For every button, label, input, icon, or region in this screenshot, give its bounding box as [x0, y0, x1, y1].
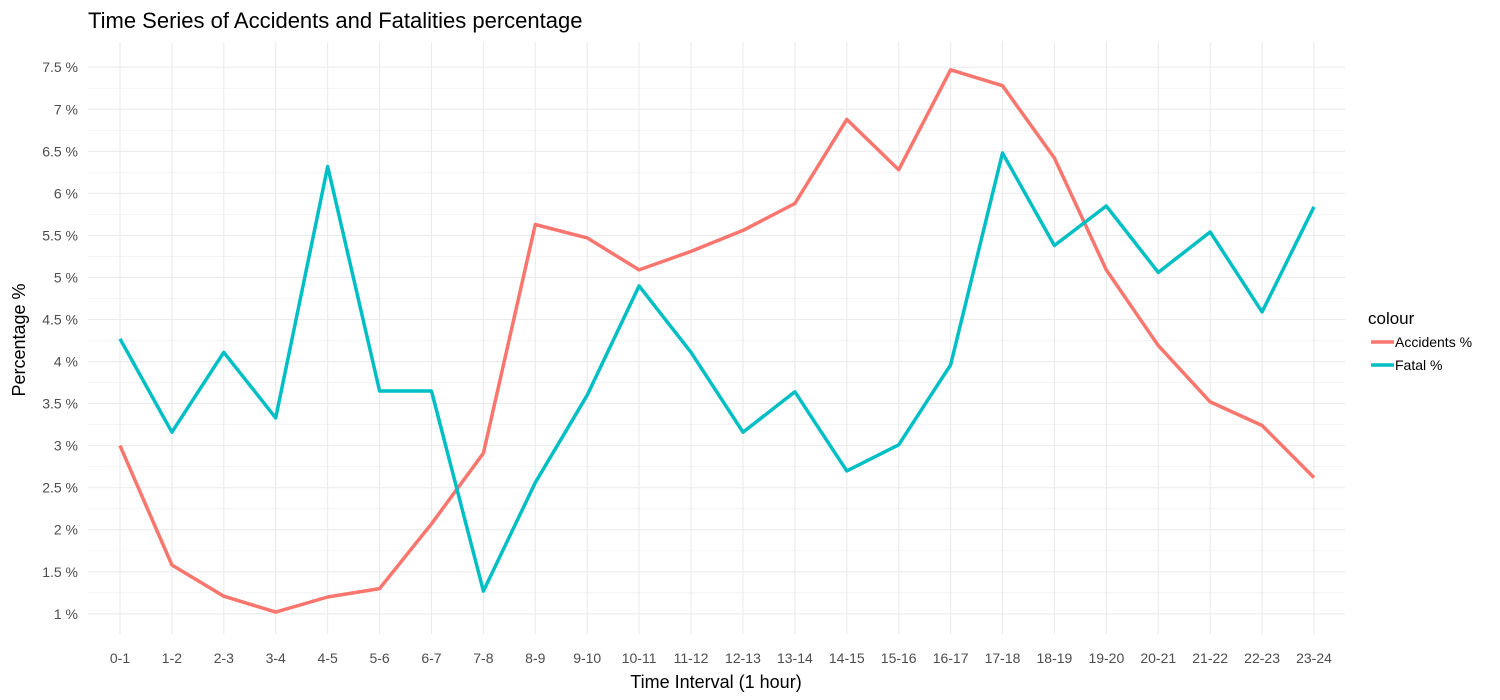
- x-tick-label: 10-11: [622, 650, 657, 666]
- x-tick-label: 23-24: [1296, 650, 1332, 666]
- x-tick-label: 2-3: [214, 650, 234, 666]
- x-tick-label: 17-18: [985, 650, 1021, 666]
- x-tick-label: 7-8: [473, 650, 493, 666]
- y-tick-label: 1 %: [54, 606, 78, 622]
- tick-layer: 1 % 1.5 % 2 % 2.5 % 3 % 3.5 % 4 % 4.5 % 5 % 5.5 %…: [42, 59, 1332, 666]
- y-tick-label: 6.5 %: [42, 143, 78, 159]
- series-line-fatal: [118, 151, 1316, 593]
- x-tick-label: 6-7: [421, 650, 441, 666]
- x-tick-label: 16-17: [933, 650, 969, 666]
- series-line-accidents: [118, 68, 1316, 614]
- x-tick-label: 15-16: [881, 650, 917, 666]
- x-tick-label: 22-23: [1244, 650, 1280, 666]
- x-tick-label: 18-19: [1037, 650, 1073, 666]
- legend-label: Accidents %: [1395, 334, 1472, 350]
- y-tick-label: 2.5 %: [42, 480, 78, 496]
- x-tick-label: 4-5: [318, 650, 338, 666]
- legend-title: colour: [1368, 309, 1415, 328]
- y-axis-title: Percentage %: [9, 283, 29, 396]
- x-tick-label: 8-9: [525, 650, 545, 666]
- legend-label: Fatal %: [1395, 357, 1442, 373]
- legend: colour Accidents % Fatal %: [1368, 309, 1472, 373]
- y-tick-label: 5 %: [54, 269, 78, 285]
- series-layer: [118, 68, 1316, 614]
- y-tick-label: 7 %: [54, 101, 78, 117]
- y-tick-label: 4 %: [54, 354, 78, 370]
- x-tick-label: 19-20: [1088, 650, 1124, 666]
- y-tick-label: 3 %: [54, 438, 78, 454]
- x-tick-label: 11-12: [674, 650, 709, 666]
- y-tick-label: 1.5 %: [42, 564, 78, 580]
- x-tick-label: 14-15: [829, 650, 865, 666]
- x-tick-label: 0-1: [110, 650, 130, 666]
- x-tick-label: 12-13: [725, 650, 761, 666]
- x-tick-label: 3-4: [266, 650, 286, 666]
- y-tick-label: 4.5 %: [42, 312, 78, 328]
- x-tick-label: 13-14: [777, 650, 813, 666]
- y-tick-label: 3.5 %: [42, 396, 78, 412]
- x-tick-label: 5-6: [369, 650, 389, 666]
- x-tick-label: 20-21: [1140, 650, 1176, 666]
- x-tick-label: 1-2: [162, 650, 182, 666]
- y-tick-label: 2 %: [54, 522, 78, 538]
- x-axis-title: Time Interval (1 hour): [630, 672, 801, 692]
- y-tick-label: 6 %: [54, 185, 78, 201]
- grid-layer: [88, 42, 1345, 634]
- chart-title: Time Series of Accidents and Fatalities …: [88, 8, 582, 33]
- x-tick-label: 9-10: [573, 650, 601, 666]
- y-tick-label: 7.5 %: [42, 59, 78, 75]
- y-tick-label: 5.5 %: [42, 227, 78, 243]
- x-tick-label: 21-22: [1192, 650, 1228, 666]
